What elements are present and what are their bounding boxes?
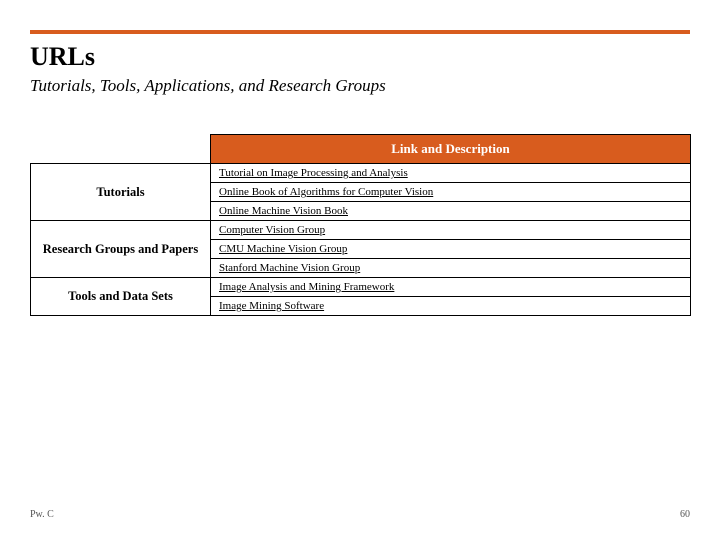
category-research: Research Groups and Papers [31,221,211,278]
link-text: CMU Machine Vision Group [219,243,347,255]
table-header-link: Link and Description [211,135,691,164]
slide: URLs Tutorials, Tools, Applications, and… [0,0,720,540]
table-header-row: Link and Description [31,135,691,164]
url-table: Link and Description Tutorials Tutorial … [30,134,691,316]
link-text: Computer Vision Group [219,224,325,236]
link-text: Image Analysis and Mining Framework [219,281,394,293]
url-table-container: Link and Description Tutorials Tutorial … [30,134,690,316]
link-text: Image Mining Software [219,300,324,312]
link-text: Online Book of Algorithms for Computer V… [219,186,433,198]
link-cell[interactable]: CMU Machine Vision Group [211,240,691,259]
link-cell[interactable]: Online Machine Vision Book [211,202,691,221]
title-bar: URLs Tutorials, Tools, Applications, and… [30,30,690,96]
table-row: Research Groups and Papers Computer Visi… [31,221,691,240]
page-title: URLs [30,42,690,72]
link-cell[interactable]: Computer Vision Group [211,221,691,240]
link-cell[interactable]: Image Mining Software [211,297,691,316]
table-row: Tutorials Tutorial on Image Processing a… [31,164,691,183]
category-tools: Tools and Data Sets [31,278,211,316]
page-subtitle: Tutorials, Tools, Applications, and Rese… [30,76,690,96]
table-row: Tools and Data Sets Image Analysis and M… [31,278,691,297]
footer-left: Pw. C [30,509,54,520]
footer-page-number: 60 [680,509,690,520]
link-cell[interactable]: Online Book of Algorithms for Computer V… [211,183,691,202]
link-cell[interactable]: Tutorial on Image Processing and Analysi… [211,164,691,183]
link-cell[interactable]: Stanford Machine Vision Group [211,259,691,278]
link-text: Online Machine Vision Book [219,205,348,217]
link-text: Tutorial on Image Processing and Analysi… [219,167,408,179]
category-tutorials: Tutorials [31,164,211,221]
link-cell[interactable]: Image Analysis and Mining Framework [211,278,691,297]
table-header-empty [31,135,211,164]
link-text: Stanford Machine Vision Group [219,262,360,274]
